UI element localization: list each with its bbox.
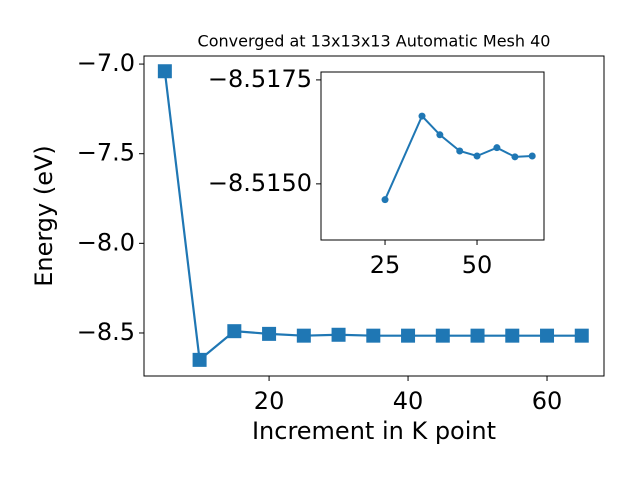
marker <box>401 328 416 343</box>
y-tick-label: −8.5175 <box>208 65 312 93</box>
marker <box>540 328 555 343</box>
marker <box>456 147 464 155</box>
x-axis-label: Increment in K point <box>252 417 496 445</box>
marker <box>227 324 242 339</box>
marker <box>493 144 501 152</box>
series <box>157 64 589 367</box>
plot-frame <box>143 55 605 377</box>
chart-title: Converged at 13x13x13 Automatic Mesh 40 <box>198 32 551 51</box>
x-tick-label: 60 <box>532 387 563 415</box>
x-tick-label: 50 <box>462 251 493 279</box>
x-tick-label: 40 <box>393 387 424 415</box>
y-axis-label: Energy (eV) <box>30 145 58 287</box>
marker <box>473 152 481 160</box>
marker <box>192 352 207 367</box>
marker <box>331 327 346 342</box>
marker <box>470 328 485 343</box>
y-tick-label: −8.5150 <box>208 169 312 197</box>
marker <box>262 326 277 341</box>
marker <box>511 153 519 161</box>
marker <box>505 328 520 343</box>
plot-area <box>321 72 544 240</box>
marker <box>296 328 311 343</box>
marker <box>157 64 172 79</box>
marker <box>574 328 589 343</box>
y-tick-label: −8.5 <box>77 318 135 346</box>
y-tick-label: −8.0 <box>77 228 135 256</box>
marker <box>528 152 536 160</box>
y-tick-label: −7.5 <box>77 139 135 167</box>
x-tick-label: 20 <box>254 387 285 415</box>
marker <box>381 196 389 204</box>
y-tick-label: −7.0 <box>77 49 135 77</box>
marker <box>435 328 450 343</box>
x-tick-label: 25 <box>370 251 401 279</box>
marker <box>418 112 426 120</box>
plot-frame <box>320 71 545 241</box>
series <box>381 112 536 204</box>
marker <box>436 131 444 139</box>
marker <box>366 328 381 343</box>
